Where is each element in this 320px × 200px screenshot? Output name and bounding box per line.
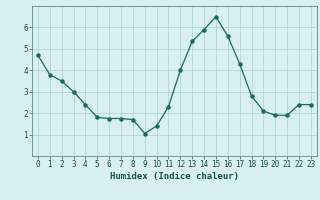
X-axis label: Humidex (Indice chaleur): Humidex (Indice chaleur) [110,172,239,181]
